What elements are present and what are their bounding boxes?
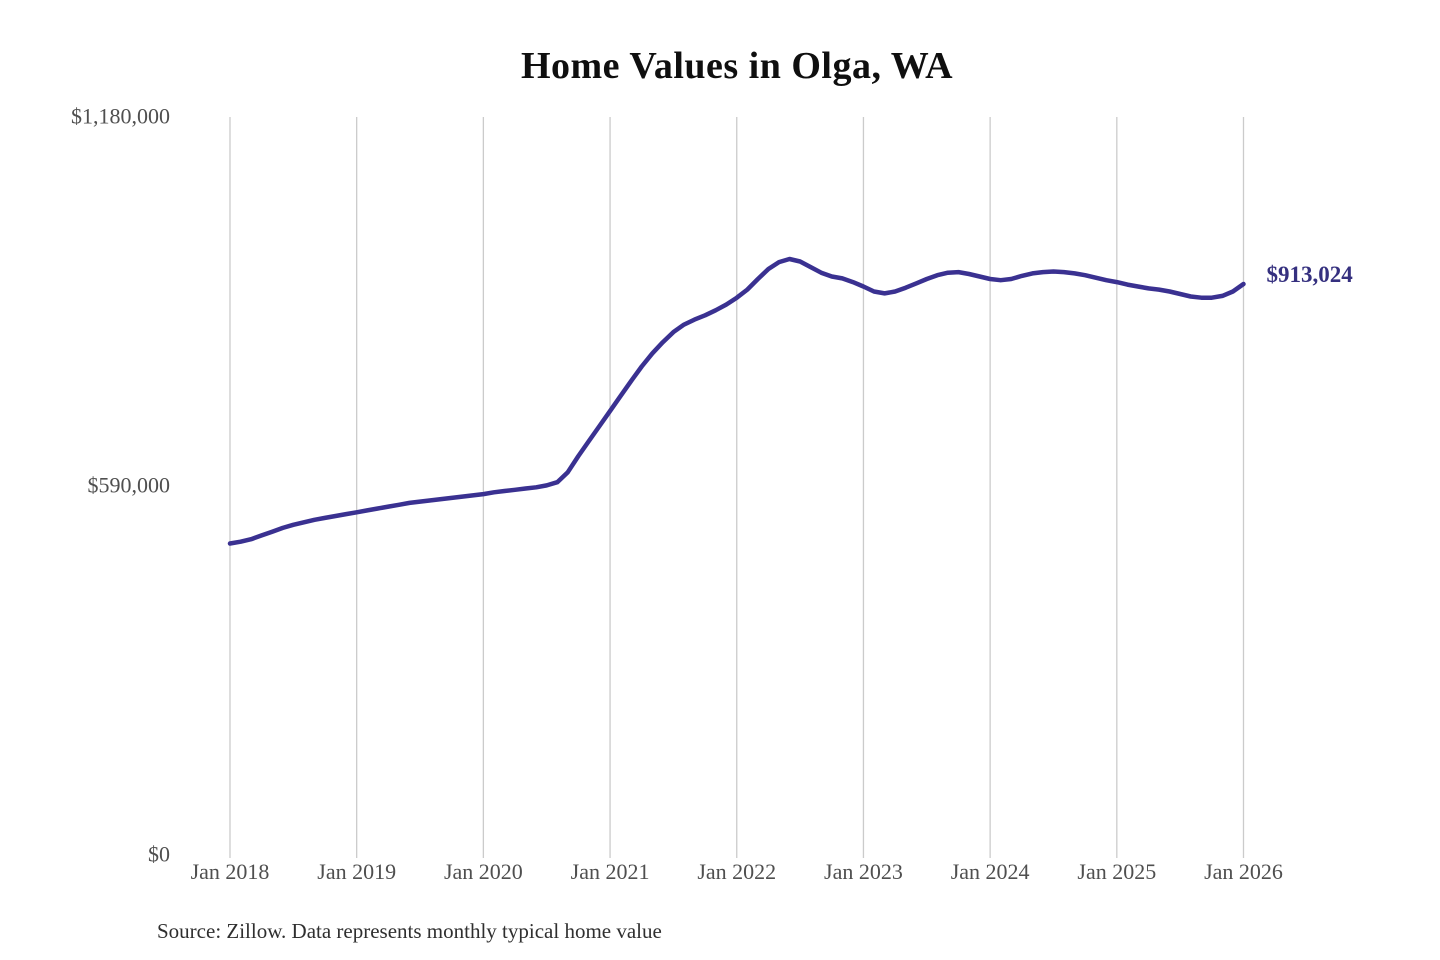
y-tick-label: $1,180,000 [71, 103, 170, 129]
x-tick-label: Jan 2019 [317, 859, 397, 884]
x-tick-label: Jan 2018 [190, 859, 270, 884]
x-tick-label: Jan 2022 [697, 859, 777, 884]
chart-title: Home Values in Olga, WA [520, 45, 954, 87]
x-tick-label: Jan 2021 [570, 859, 650, 884]
source-note: Source: Zillow. Data represents monthly … [157, 919, 662, 943]
x-tick-label: Jan 2026 [1204, 859, 1283, 884]
x-tick-label: Jan 2025 [1077, 859, 1157, 884]
current-value-label: $913,024 [1266, 261, 1353, 287]
x-tick-label: Jan 2024 [950, 859, 1030, 884]
y-tick-label: $0 [148, 841, 170, 867]
x-tick-label: Jan 2020 [443, 859, 523, 884]
x-tick-label: Jan 2023 [824, 859, 903, 884]
home-value-line [227, 256, 1246, 546]
y-tick-label: $590,000 [87, 472, 171, 498]
